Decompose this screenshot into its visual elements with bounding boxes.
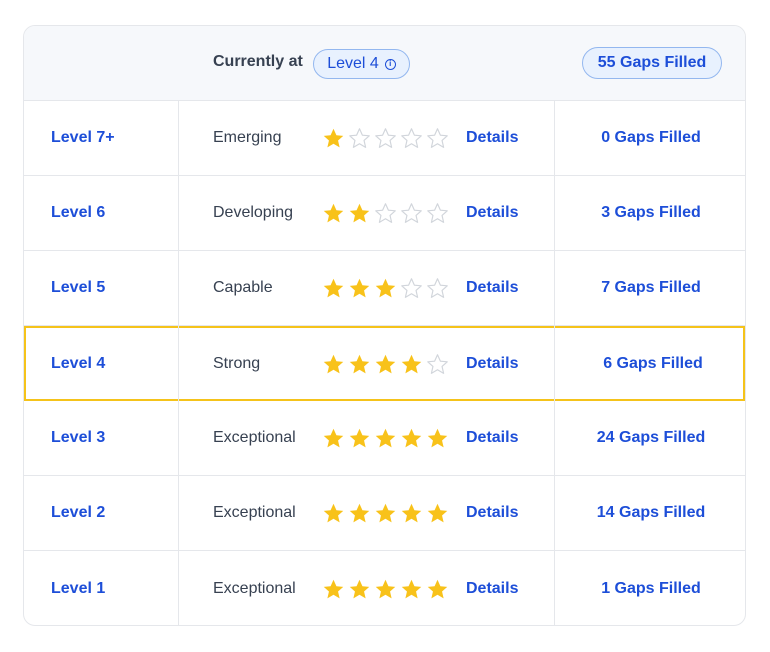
star-filled-icon [375,278,396,298]
gaps-filled-link[interactable]: 0 Gaps Filled [601,129,701,146]
level-name[interactable]: Level 2 [51,504,106,521]
star-filled-icon [375,579,396,598]
current-level-text: Level 4 [327,55,379,72]
star-empty-icon [401,128,422,148]
star-empty-icon [401,203,422,223]
star-filled-icon [349,579,370,598]
levels-header: Currently at Level 4 i 55 Gaps Filled [24,26,745,101]
total-gaps-badge: 55 Gaps Filled [582,47,722,79]
star-filled-icon [401,428,422,448]
star-filled-icon [427,579,448,598]
rating-label: Exceptional [213,429,296,446]
column-divider [178,251,179,325]
star-rating [322,202,449,224]
star-rating [322,427,449,449]
details-link[interactable]: Details [466,579,519,597]
star-filled-icon [349,203,370,223]
level-name[interactable]: Level 3 [51,429,106,446]
details-link[interactable]: Details [466,429,519,446]
star-rating [322,502,449,524]
column-divider [178,401,179,475]
levels-card: Currently at Level 4 i 55 Gaps Filled Le… [23,25,746,626]
column-divider [554,176,555,250]
column-divider [554,251,555,325]
gaps-filled-link[interactable]: 7 Gaps Filled [601,279,701,296]
info-icon[interactable]: i [384,58,396,70]
current-level-badge[interactable]: Level 4 i [313,49,410,79]
star-filled-icon [401,503,422,523]
star-rating [322,353,449,375]
column-divider [178,551,179,625]
rating-label: Exceptional [213,504,296,521]
star-empty-icon [427,128,448,148]
level-name[interactable]: Level 1 [51,579,106,597]
star-filled-icon [375,354,396,373]
star-filled-icon [323,203,344,223]
details-link[interactable]: Details [466,504,519,521]
column-divider [554,401,555,475]
star-empty-icon [401,278,422,298]
level-name[interactable]: Level 5 [51,279,106,296]
star-filled-icon [323,354,344,373]
details-link[interactable]: Details [466,354,519,372]
level-name[interactable]: Level 6 [51,204,106,221]
star-filled-icon [349,278,370,298]
star-filled-icon [401,354,422,373]
column-divider [178,101,179,175]
total-gaps-text: 55 Gaps Filled [597,54,707,71]
star-rating [322,578,449,600]
level-name[interactable]: Level 4 [51,354,106,372]
star-filled-icon [323,428,344,448]
currently-at-label: Currently at [213,53,303,70]
column-divider [178,176,179,250]
column-divider [178,326,179,401]
table-row: Level 2 Exceptional Details 14 Gaps Filled [24,476,745,551]
rating-label: Developing [213,204,294,221]
star-filled-icon [349,354,370,373]
table-row: Level 1 Exceptional Details 1 Gaps Filled [24,551,745,625]
column-divider [554,326,555,401]
table-row: Level 3 Exceptional Details 24 Gaps Filled [24,401,745,476]
rating-label: Emerging [213,129,282,146]
rating-label: Exceptional [213,579,296,597]
star-filled-icon [323,579,344,598]
star-filled-icon [401,579,422,598]
rating-label: Strong [213,354,261,372]
star-empty-icon [375,203,396,223]
gaps-filled-link[interactable]: 6 Gaps Filled [603,354,703,372]
star-filled-icon [323,128,344,148]
table-row: Level 5 Capable Details 7 Gaps Filled [24,251,745,326]
star-empty-icon [349,128,370,148]
star-filled-icon [349,428,370,448]
star-empty-icon [427,353,448,374]
star-filled-icon [375,503,396,523]
star-empty-icon [375,128,396,148]
column-divider [554,101,555,175]
star-filled-icon [375,428,396,448]
gaps-filled-link[interactable]: 3 Gaps Filled [601,204,701,221]
star-empty-icon [427,278,448,298]
table-row-current: Level 4 Strong Details 6 Gaps Filled [24,326,745,401]
star-filled-icon [323,278,344,298]
star-filled-icon [427,503,448,523]
gaps-filled-link[interactable]: 1 Gaps Filled [601,579,701,597]
rating-label: Capable [213,279,273,296]
table-row: Level 6 Developing Details 3 Gaps Filled [24,176,745,251]
star-filled-icon [323,503,344,523]
details-link[interactable]: Details [466,129,519,146]
column-divider [554,476,555,550]
level-name[interactable]: Level 7+ [51,129,115,146]
gaps-filled-link[interactable]: 14 Gaps Filled [596,504,706,521]
column-divider [554,551,555,625]
table-row: Level 7+ Emerging Details 0 Gaps Filled [24,101,745,176]
gaps-filled-link[interactable]: 24 Gaps Filled [596,429,706,446]
details-link[interactable]: Details [466,204,519,221]
star-empty-icon [427,203,448,223]
details-link[interactable]: Details [466,279,519,296]
star-filled-icon [427,428,448,448]
star-rating [322,277,449,299]
column-divider [178,476,179,550]
star-filled-icon [349,503,370,523]
star-rating [322,127,449,149]
